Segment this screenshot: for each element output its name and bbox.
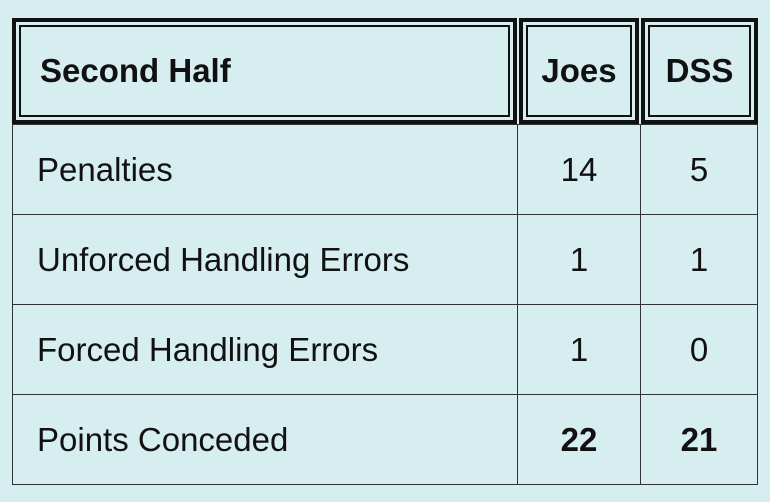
value-cell: 1	[517, 304, 641, 395]
value-cell: 0	[640, 304, 758, 395]
value-cell: 21	[640, 394, 758, 485]
row-label: Penalties	[12, 124, 518, 215]
row-label: Unforced Handling Errors	[12, 214, 518, 305]
row-label: Forced Handling Errors	[12, 304, 518, 395]
header-cell: DSS	[641, 18, 758, 124]
value-cell: 14	[517, 124, 641, 215]
header-cell: Joes	[519, 18, 639, 124]
row-label: Points Conceded	[12, 394, 518, 485]
value-cell: 5	[640, 124, 758, 215]
value-cell: 1	[640, 214, 758, 305]
value-cell: 22	[517, 394, 641, 485]
header-cell: Second Half	[12, 18, 517, 124]
value-cell: 1	[517, 214, 641, 305]
